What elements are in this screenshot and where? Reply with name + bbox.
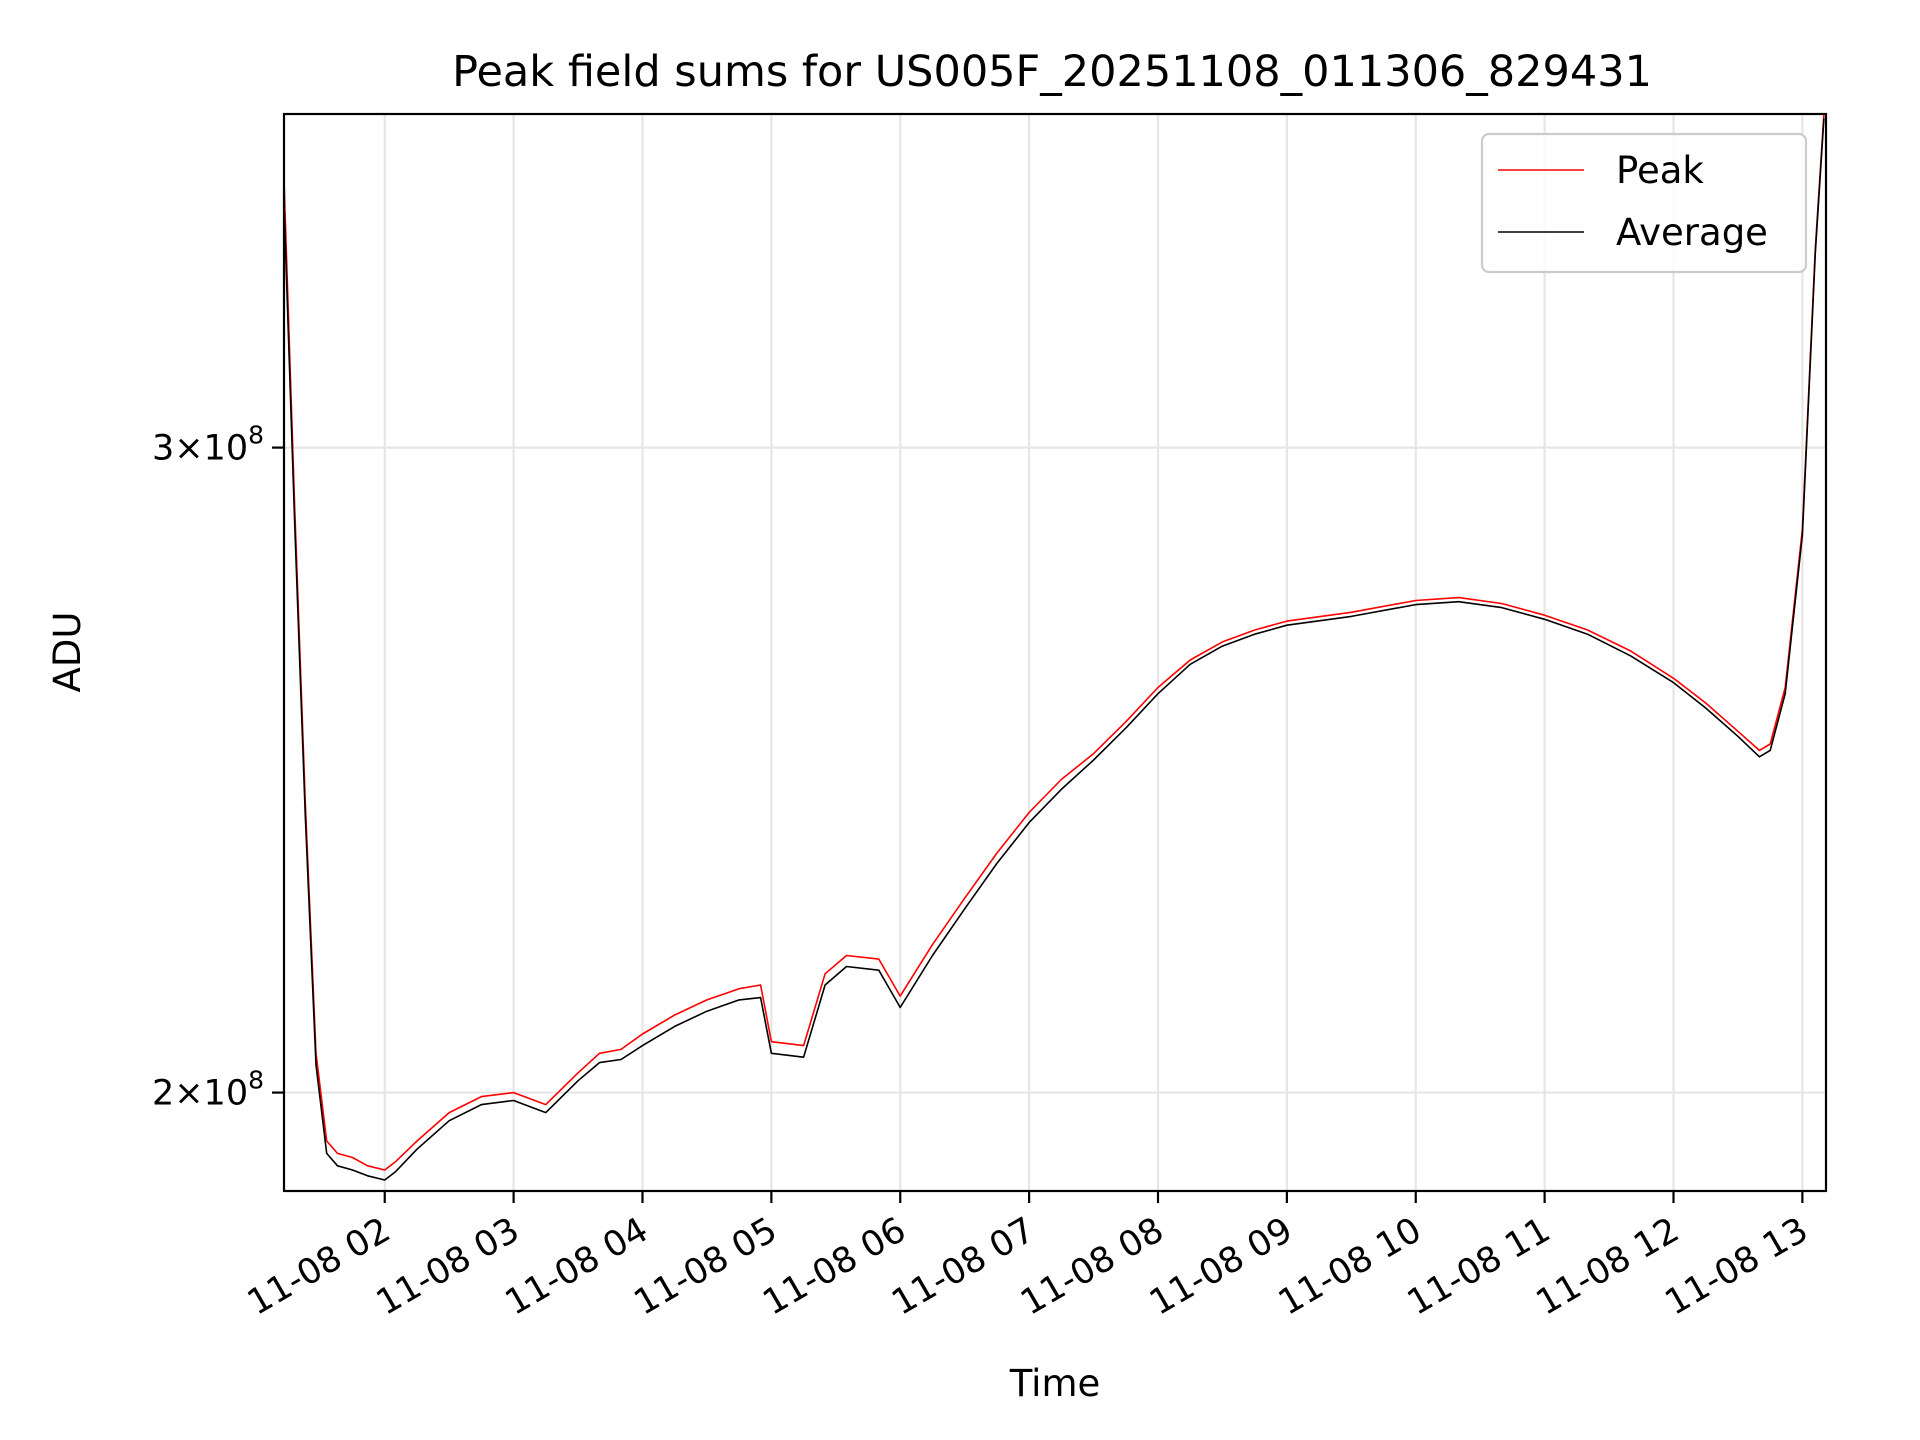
- series-line-average: [283, 118, 1825, 1181]
- y-tick-label: 3×108: [152, 421, 264, 469]
- y-axis-label: ADU: [46, 612, 89, 693]
- y-tick-exponent: 8: [248, 421, 264, 450]
- plot-frame: [282, 112, 1828, 1193]
- y-tick-exponent: 8: [248, 1066, 264, 1095]
- y-tick-mantissa: 2×10: [152, 1074, 248, 1114]
- legend-peak-label: Peak: [1616, 149, 1704, 192]
- legend-box: [1480, 132, 1808, 274]
- chart-title: Peak field sums for US005F_20251108_0113…: [452, 47, 1652, 97]
- series-line-peak: [283, 113, 1825, 1171]
- y-tick-mantissa: 3×10: [152, 429, 248, 469]
- y-tick-label: 2×108: [152, 1066, 264, 1114]
- legend-average-label: Average: [1616, 211, 1768, 254]
- legend: Peak Average: [1480, 132, 1808, 274]
- grid: [284, 114, 1826, 1191]
- series-layer: [283, 113, 1825, 1181]
- x-axis-label: Time: [1009, 1362, 1101, 1405]
